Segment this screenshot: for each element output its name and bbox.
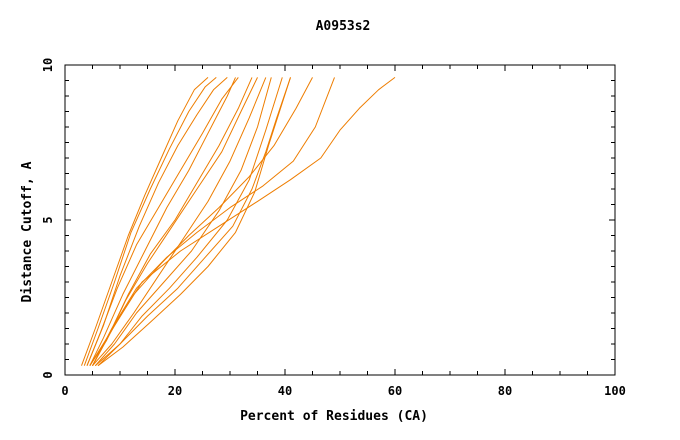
axis-ticks [64, 64, 616, 376]
y-tick-label: 10 [41, 58, 55, 72]
y-axis-label: Distance Cutoff, A [20, 161, 35, 302]
x-tick-label: 100 [604, 384, 626, 398]
y-tick-label: 5 [41, 216, 55, 223]
series-line-10 [97, 77, 283, 367]
series-line-9 [94, 77, 272, 367]
series-line-13 [89, 77, 313, 366]
series-line-8 [92, 77, 267, 367]
series-line-11 [97, 77, 291, 367]
x-tick-label: 0 [61, 384, 68, 398]
chart-title: A0953s2 [316, 19, 371, 34]
series-line-5 [86, 77, 239, 366]
x-axis-label: Percent of Residues (CA) [240, 409, 428, 424]
y-tick-label: 0 [41, 371, 55, 378]
series-group [81, 77, 396, 367]
series-line-4 [89, 77, 236, 366]
series-line-1 [81, 77, 209, 366]
series-line-12 [94, 77, 291, 367]
x-tick-label: 40 [278, 384, 292, 398]
series-line-3 [86, 77, 228, 366]
x-tick-label: 20 [168, 384, 182, 398]
axis-tick-labels: 0 20 40 60 80 100 0 5 10 [41, 58, 626, 398]
plot-frame [64, 64, 616, 376]
series-line-14 [92, 77, 335, 366]
series-line-15 [92, 77, 396, 366]
x-tick-label: 60 [388, 384, 402, 398]
series-line-2 [83, 77, 217, 366]
x-tick-label: 80 [498, 384, 512, 398]
